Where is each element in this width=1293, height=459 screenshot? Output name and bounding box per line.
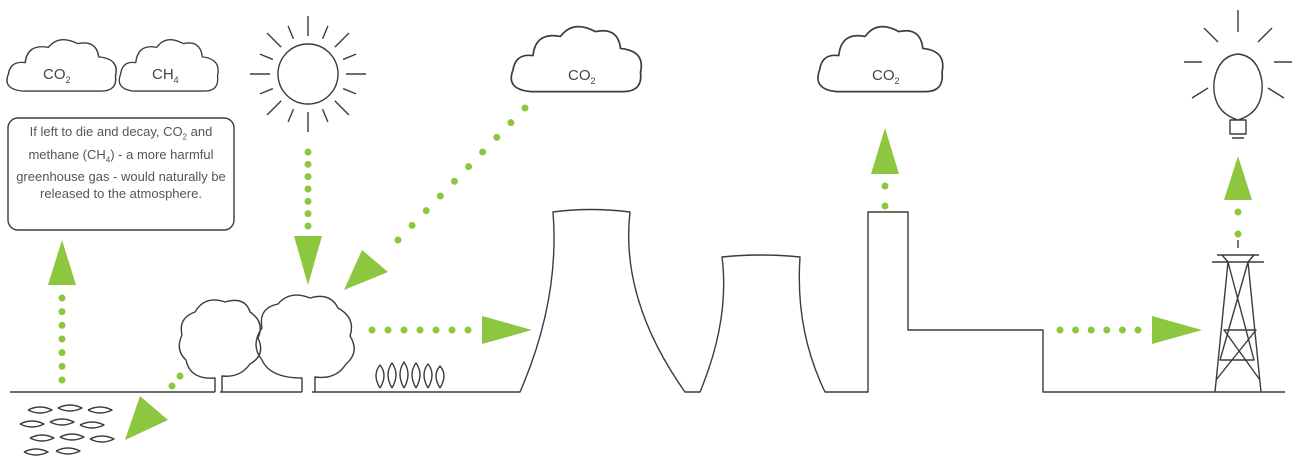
cloud-label: CH4 (152, 66, 179, 85)
sun (250, 16, 366, 132)
arrow-dot (433, 327, 440, 334)
arrow-dot (1135, 327, 1142, 334)
arrow-dot (1235, 231, 1242, 238)
arrow-dot (395, 237, 402, 244)
arrow-dot (479, 149, 486, 156)
arrow-head (125, 396, 168, 440)
arrow-dot (465, 327, 472, 334)
scene: CO2 CH4 CO2 CO2 (0, 0, 1293, 459)
sun-ray (323, 109, 328, 122)
arrow-dot (437, 193, 444, 200)
arrow-head (871, 128, 899, 174)
arrow-dot (305, 186, 312, 193)
arrows (48, 105, 1252, 441)
arrow-dot (369, 327, 376, 334)
arrow-head (48, 240, 76, 285)
arrow-dot (59, 377, 66, 384)
arrow-head (1152, 316, 1202, 344)
note-text: If left to die and decay, CO2 and methan… (14, 123, 228, 202)
sun-ray (343, 54, 356, 59)
arrow-dot (401, 327, 408, 334)
arrow-dot (305, 149, 312, 156)
cloud-label: CO2 (43, 66, 71, 85)
arrow-dot (1103, 327, 1110, 334)
arrow-dot (59, 336, 66, 343)
arrow-dot (305, 173, 312, 180)
arrow-dot (177, 373, 184, 380)
sun-ray (267, 101, 281, 115)
cloud-label: CO2 (568, 67, 596, 86)
sun-ray (260, 89, 273, 94)
sun-ray (288, 26, 293, 39)
arrow-dot (465, 163, 472, 170)
arrow-dot (1235, 209, 1242, 216)
arrow-dot (169, 383, 176, 390)
arrow-dot (882, 183, 889, 190)
diagram: CO2 CH4 CO2 CO2 If left to die and decay… (0, 0, 1293, 459)
sun-ray (288, 109, 293, 122)
arrow-dot (507, 119, 514, 126)
arrow-dot (1088, 327, 1095, 334)
arrow-dot (1072, 327, 1079, 334)
sun-ray (335, 33, 349, 47)
arrow-dot (417, 327, 424, 334)
arrow-dot (305, 210, 312, 217)
sun-ray (343, 89, 356, 94)
arrow-dot (1119, 327, 1126, 334)
arrow-dot (59, 349, 66, 356)
arrow-head (294, 236, 322, 285)
sun-ray (260, 54, 273, 59)
arrow-dot (305, 198, 312, 205)
arrow-dot (385, 327, 392, 334)
sun-ray (335, 101, 349, 115)
landscape (10, 10, 1292, 455)
arrow-head (482, 316, 532, 344)
arrow-dot (59, 295, 66, 302)
arrow-dot (493, 134, 500, 141)
arrow-dot (59, 322, 66, 329)
sun-ray (323, 26, 328, 39)
arrow-dot (449, 327, 456, 334)
arrow-dot (1057, 327, 1064, 334)
arrow-dot (423, 207, 430, 214)
arrow-dot (305, 161, 312, 168)
arrow-dot (59, 363, 66, 370)
arrow-head (1224, 156, 1252, 200)
arrow-dot (882, 203, 889, 210)
arrow-dot (451, 178, 458, 185)
arrow-dot (409, 222, 416, 229)
arrow-dot (59, 308, 66, 315)
arrow-dot (522, 105, 529, 112)
sun-ray (267, 33, 281, 47)
cloud-label: CO2 (872, 67, 900, 86)
arrow-head (344, 250, 388, 290)
clouds (7, 27, 943, 92)
arrow-dot (305, 223, 312, 230)
